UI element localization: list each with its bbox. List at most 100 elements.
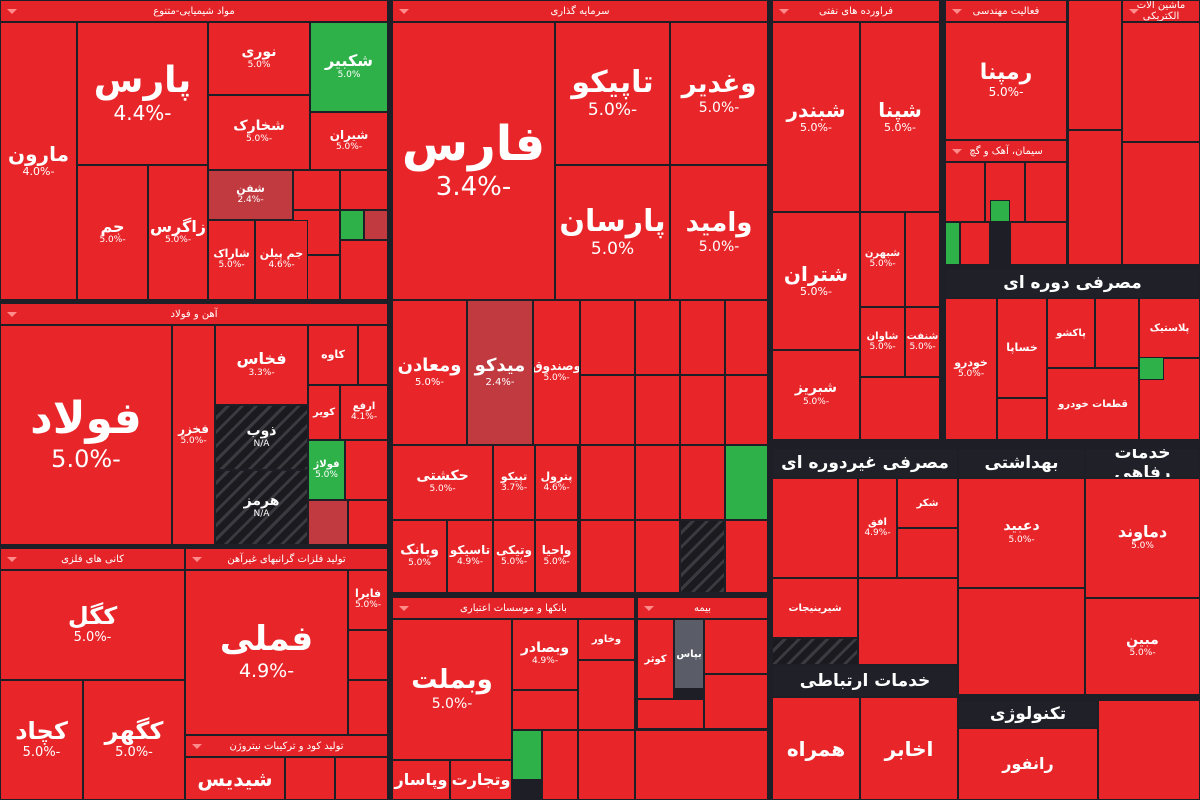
stock-tile: وتجارت xyxy=(450,760,512,800)
stock-change: -2.4% xyxy=(237,195,264,206)
stock-symbol: نوری xyxy=(241,43,277,60)
stock-tile: بپاس xyxy=(674,619,704,689)
stock-symbol: همراه xyxy=(786,736,846,761)
filler-tile xyxy=(905,212,940,307)
sector-title: کانی های فلزی xyxy=(61,553,124,565)
stock-symbol: شبندر xyxy=(786,97,846,122)
stock-symbol: شکبیر xyxy=(324,51,374,71)
sector-title: بانکها و موسسات اعتباری xyxy=(460,602,567,614)
filler-tile xyxy=(580,375,635,445)
stock-tile: وبصادر -4.9% xyxy=(512,619,578,690)
stock-change: -4.1% xyxy=(350,412,378,423)
filler-tile xyxy=(293,170,340,210)
stock-tile: شنفت -5.0% xyxy=(905,307,940,377)
stock-symbol: شبهرن xyxy=(864,248,901,260)
stock-change: -3.3% xyxy=(248,367,275,378)
filler-tile xyxy=(635,300,680,375)
sector-header: کانی های فلزی xyxy=(0,548,185,570)
filler-tile xyxy=(580,445,635,520)
stock-symbol: وخاور xyxy=(591,634,622,645)
filler-tile xyxy=(1068,0,1122,130)
stock-tile: تاپیکو -5.0% xyxy=(555,22,670,165)
filler-tile xyxy=(990,200,1010,222)
sector-title: ماشین آلات الکتریکی xyxy=(1136,0,1186,22)
filler-tile xyxy=(1098,700,1200,800)
sector-header: بانکها و موسسات اعتباری xyxy=(392,597,635,619)
stock-change: -4.9% xyxy=(531,656,559,667)
stock-symbol: شتران xyxy=(783,261,849,286)
stock-change: -5.0% xyxy=(802,396,830,407)
filler-tile xyxy=(335,757,388,800)
stock-change: -5.0% xyxy=(73,629,112,645)
stock-symbol: ومعادن xyxy=(397,355,462,377)
filler-tile xyxy=(680,520,725,593)
stock-symbol: افق xyxy=(868,516,887,528)
filler-tile xyxy=(635,520,680,593)
stock-symbol: فخاس xyxy=(236,349,287,369)
stock-tile: شاوان -5.0% xyxy=(860,307,905,377)
stock-symbol: شخارک xyxy=(233,117,285,134)
stock-symbol: هرمز xyxy=(243,492,280,509)
filler-tile xyxy=(635,375,680,445)
stock-symbol: شپنا xyxy=(878,97,922,122)
stock-symbol: میدکو xyxy=(474,355,526,377)
stock-symbol: وغدیر xyxy=(681,69,757,100)
stock-change: -4.9% xyxy=(456,557,484,568)
stock-symbol: کوثر xyxy=(644,653,667,665)
stock-symbol: شاوان xyxy=(866,330,899,342)
stock-tile: هرمز N/A xyxy=(215,470,308,545)
filler-tile xyxy=(364,210,388,240)
filler-tile xyxy=(348,500,388,545)
stock-tile: کاوه xyxy=(308,325,358,385)
filler-tile xyxy=(945,162,985,222)
stock-symbol: قطعات خودرو xyxy=(1058,398,1128,410)
stock-tile: فایرا -5.0% xyxy=(348,570,388,630)
stock-symbol: وتجارت xyxy=(451,770,511,790)
filler-tile xyxy=(772,478,858,578)
filler-tile xyxy=(725,445,768,520)
stock-tile: وبانک 5.0% xyxy=(392,520,447,593)
stock-tile: پلاستیک xyxy=(1139,298,1200,358)
stock-symbol: پترول xyxy=(540,469,573,483)
stock-tile: شفن -2.4% xyxy=(208,170,293,220)
stock-tile: شخارک -5.0% xyxy=(208,95,310,170)
sector-title: تولید فلزات گرانبهای غیرآهن xyxy=(227,553,346,565)
stock-change: -5.0% xyxy=(543,373,570,384)
stock-tile: شیرینیجات xyxy=(772,578,858,638)
stock-tile: خودرو -5.0% xyxy=(945,298,997,440)
stock-change: 5.0% xyxy=(590,238,635,259)
filler-tile xyxy=(340,210,364,240)
stock-symbol: کاوه xyxy=(321,347,345,361)
filler-tile xyxy=(637,699,704,729)
sector-title: فعالیت مهندسی xyxy=(972,5,1040,17)
filler-tile xyxy=(725,300,768,375)
stock-symbol: تپیکو xyxy=(500,469,528,483)
stock-symbol: فخزر xyxy=(178,421,209,436)
stock-tile: فخزر -5.0% xyxy=(172,325,215,545)
filler-tile xyxy=(704,674,768,729)
stock-change: 5.0% xyxy=(315,469,338,480)
filler-tile xyxy=(680,445,725,520)
filler-tile xyxy=(1025,162,1067,222)
stock-change: -5.0% xyxy=(22,744,61,760)
stock-tile: وامید -5.0% xyxy=(670,165,768,300)
stock-change: -3.4% xyxy=(435,171,512,202)
sector-title: خدمات رفاهی xyxy=(1114,448,1171,478)
stock-symbol: اخابر xyxy=(884,736,934,761)
filler-tile xyxy=(578,660,635,730)
sector-title: مصرفی دوره ای xyxy=(1003,273,1142,293)
filler-tile xyxy=(580,520,635,593)
stock-change: -5.0% xyxy=(800,284,832,298)
stock-tile: واحیا -5.0% xyxy=(535,520,578,593)
filler-tile xyxy=(348,630,388,680)
filler-tile xyxy=(1010,222,1067,265)
stock-tile: شیران -5.0% xyxy=(310,112,388,170)
stock-symbol: مبین xyxy=(1126,631,1159,648)
stock-change: -5.0% xyxy=(698,99,740,116)
stock-tile: دعبید -5.0% xyxy=(958,478,1085,588)
stock-symbol: شیدیس xyxy=(197,766,273,791)
stock-change: 5.0% xyxy=(247,60,271,71)
stock-tile: کگل -5.0% xyxy=(0,570,185,680)
stock-symbol: وامید xyxy=(685,208,753,239)
